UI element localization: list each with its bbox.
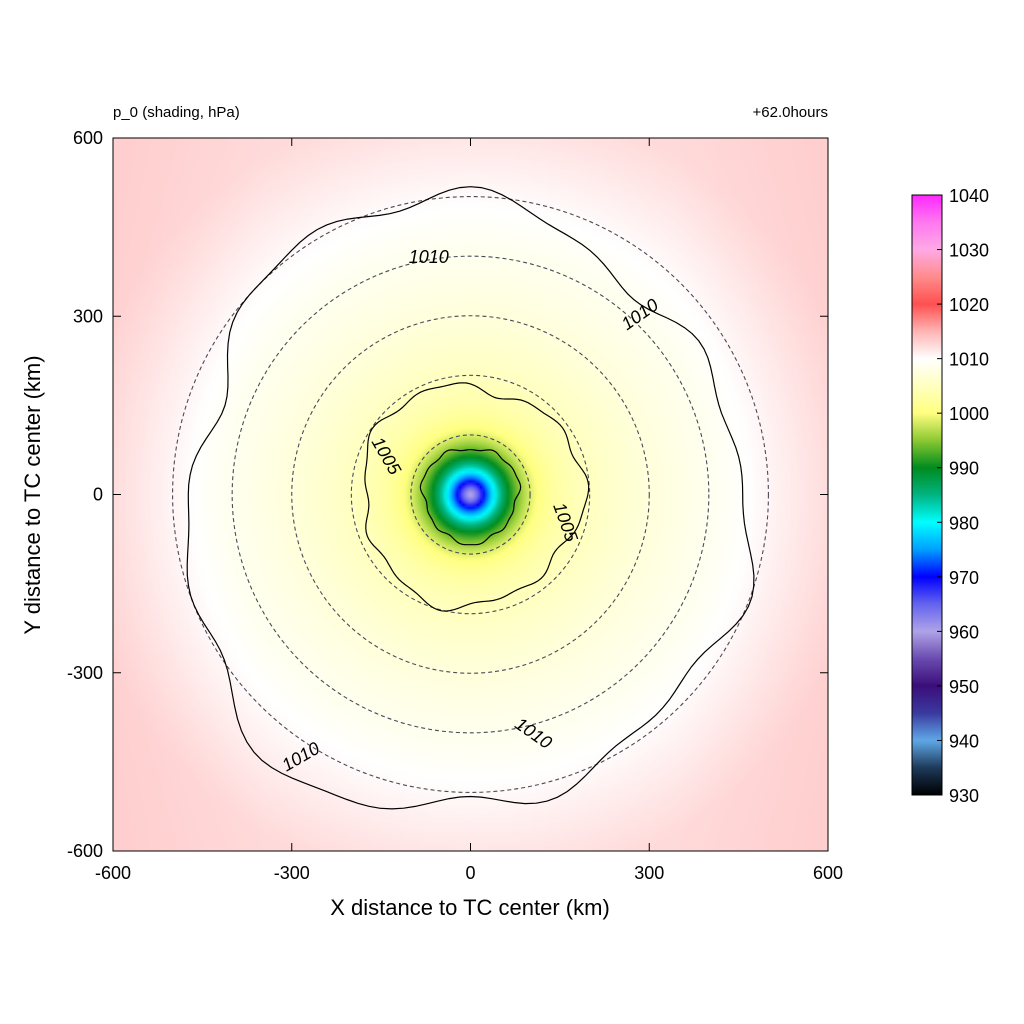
range-ring-300km: [291, 315, 650, 674]
contour-label-0: 1010: [409, 247, 449, 267]
y-axis-ticks: 600 300 0 -300 -600: [67, 128, 828, 861]
x-tick-label: 300: [634, 863, 664, 883]
colorbar-tick-label: 1040: [949, 186, 989, 206]
pressure-contours: [186, 186, 755, 810]
contour-1000: [419, 449, 522, 546]
colorbar-tick-label: 1000: [949, 404, 989, 424]
colorbar-tick-label: 990: [949, 459, 979, 479]
x-tick-label: -300: [274, 863, 310, 883]
range-ring-500km: [172, 196, 769, 793]
y-tick-label: -300: [67, 663, 103, 683]
colorbar: 1040 1030 1020 1010 1000 990 980 970 960 950 940 93…: [911, 186, 989, 806]
x-axis-label: X distance to TC center (km): [330, 895, 610, 920]
pressure-shading: [113, 138, 828, 851]
x-tick-label: 0: [465, 863, 475, 883]
chart-title-right: +62.0hours: [753, 104, 828, 121]
y-tick-label: 300: [73, 306, 103, 326]
x-tick-label: -600: [95, 863, 131, 883]
x-tick-label: 600: [813, 863, 843, 883]
colorbar-tick-label: 970: [949, 568, 979, 588]
range-ring-200km: [350, 374, 591, 615]
range-ring-400km: [231, 255, 710, 734]
colorbar-tick-label: 960: [949, 622, 979, 642]
colorbar-tick-label: 1030: [949, 241, 989, 261]
colorbar-ticks: 1040 1030 1020 1010 1000 990 980 970 960 950 940 93…: [937, 186, 989, 806]
pressure-field-image: [113, 138, 828, 851]
colorbar-tick-label: 1010: [949, 350, 989, 370]
colorbar-tick-label: 950: [949, 677, 979, 697]
contour-1010: [186, 186, 755, 810]
y-axis-label: Y distance to TC center (km): [20, 355, 45, 634]
y-tick-label: 600: [73, 128, 103, 148]
colorbar-tick-label: 930: [949, 786, 979, 806]
colorbar-tick-label: 940: [949, 731, 979, 751]
range-ring-100km: [410, 434, 531, 555]
colorbar-tick-label: 1020: [949, 295, 989, 315]
contour-1005: [364, 382, 590, 612]
colorbar-tick-label: 980: [949, 513, 979, 533]
y-tick-label: -600: [67, 841, 103, 861]
colorbar-frame: [911, 194, 943, 796]
chart-title-left: p_0 (shading, hPa): [113, 104, 240, 121]
x-axis-ticks: -600 -300 0 300 600: [95, 138, 843, 883]
y-tick-label: 0: [93, 485, 103, 505]
range-rings: [172, 196, 769, 793]
colorbar-gradient: [912, 195, 942, 795]
